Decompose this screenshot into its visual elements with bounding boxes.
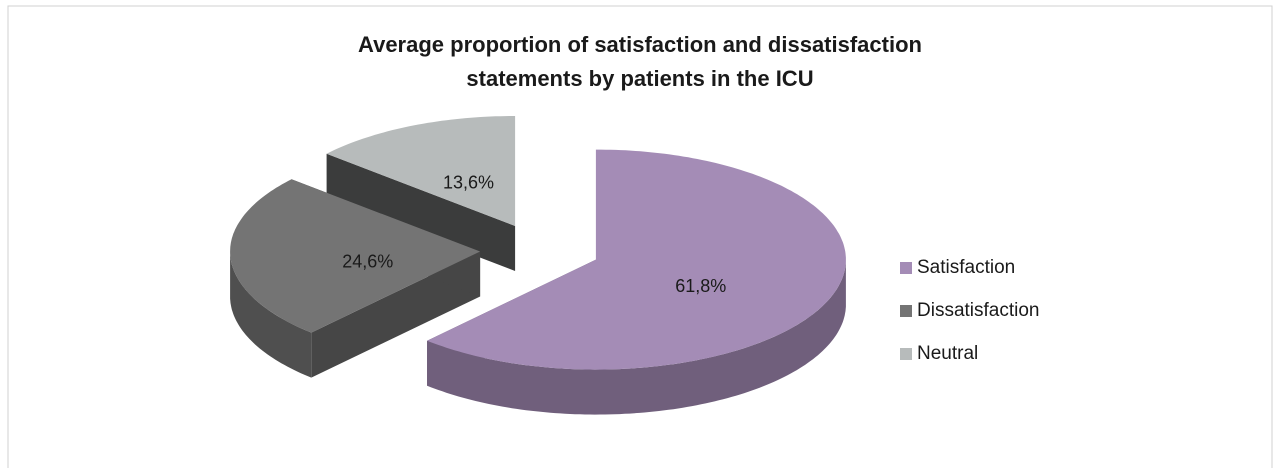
legend-swatch (900, 348, 912, 360)
legend-label: Dissatisfaction (917, 300, 1040, 321)
legend-label: Neutral (917, 343, 978, 364)
slice (230, 179, 481, 333)
slice-rim (427, 259, 846, 415)
slice-wall (311, 251, 481, 378)
legend-swatch (900, 305, 912, 317)
slice (427, 149, 846, 370)
data-label: 13,6% (443, 173, 494, 193)
chart-title: Average proportion of satisfaction and d… (358, 32, 922, 57)
slice (326, 116, 516, 226)
data-label: 24,6% (342, 251, 393, 271)
slice-rim (230, 251, 312, 378)
legend-label: Satisfaction (917, 257, 1015, 278)
legend-swatch (900, 262, 912, 274)
slice-wall (326, 153, 516, 271)
data-label: 61,8% (675, 276, 726, 296)
chart-subtitle: statements by patients in the ICU (466, 66, 813, 91)
